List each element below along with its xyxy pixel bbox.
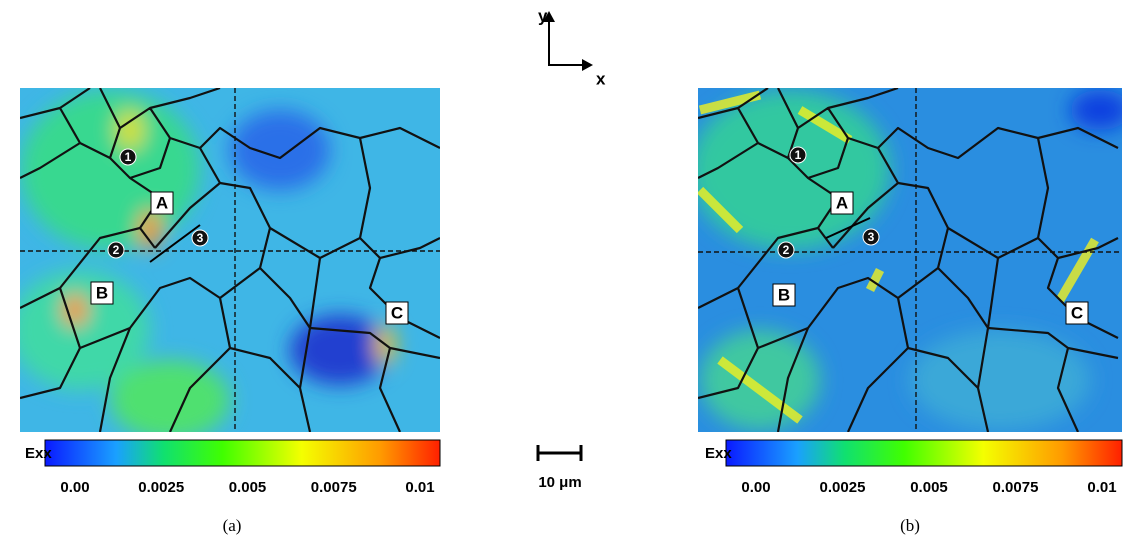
- colorbar-tick-label: 0.00: [741, 479, 770, 496]
- label-box: [385, 301, 409, 325]
- region-label: B: [96, 283, 108, 302]
- strain-map-b: [698, 88, 1122, 432]
- colorbar-tick-label: 0.0025: [820, 479, 866, 496]
- pointer-arrow: [149, 224, 201, 263]
- y-arrow-head: [543, 11, 555, 22]
- label-box: [772, 283, 796, 307]
- caption: (a): [223, 516, 242, 535]
- colorbar: [725, 439, 1123, 467]
- region-label: C: [391, 303, 403, 322]
- point-marker: [789, 146, 807, 164]
- label-box: [90, 281, 114, 305]
- region-label: C: [1071, 303, 1083, 322]
- label-box: [830, 191, 854, 215]
- region-label: A: [836, 193, 848, 212]
- region-label: A: [156, 193, 168, 212]
- colorbar-tick-label: 0.0075: [311, 479, 357, 496]
- strain-map-a: [20, 88, 440, 432]
- colorbar-tick-label: 0.0075: [993, 479, 1039, 496]
- region-label: B: [778, 285, 790, 304]
- y-label: y: [538, 6, 548, 25]
- point-marker: [107, 241, 125, 259]
- strain-band: [698, 90, 1099, 424]
- point-marker: [777, 241, 795, 259]
- colorbar-tick-label: 0.01: [1087, 479, 1116, 496]
- point-number: 1: [795, 148, 802, 162]
- point-marker: [191, 229, 209, 247]
- colorbar: [44, 439, 441, 467]
- point-number: 2: [783, 243, 790, 257]
- caption: (b): [900, 516, 920, 535]
- annotations: A B C 1 2 3 A B C 1 2 3: [90, 146, 1089, 325]
- label-box: [150, 191, 174, 215]
- point-marker: [119, 148, 137, 166]
- colorbar-tick-label: 0.005: [229, 479, 267, 496]
- colorbar-tick-label: 0.01: [405, 479, 434, 496]
- colorbars: Exx 0.00 0.0025 0.005 0.0075 0.01 (a) Exx 0.00 0.…: [25, 439, 1123, 535]
- colorbar-tick-label: 0.0025: [138, 479, 184, 496]
- x-label: x: [596, 69, 606, 88]
- x-arrow-head: [582, 59, 593, 71]
- colorbar-label: Exx: [705, 445, 732, 462]
- pointer-arrow: [825, 217, 871, 239]
- scale-label: 10 μm: [538, 474, 581, 491]
- colorbar-label: Exx: [25, 445, 52, 462]
- colorbar-tick-label: 0.005: [910, 479, 948, 496]
- point-number: 3: [868, 230, 875, 244]
- point-marker: [862, 228, 880, 246]
- label-box: [1065, 301, 1089, 325]
- point-number: 2: [113, 243, 120, 257]
- colorbar-tick-label: 0.00: [60, 479, 89, 496]
- point-number: 3: [197, 231, 204, 245]
- point-number: 1: [125, 150, 132, 164]
